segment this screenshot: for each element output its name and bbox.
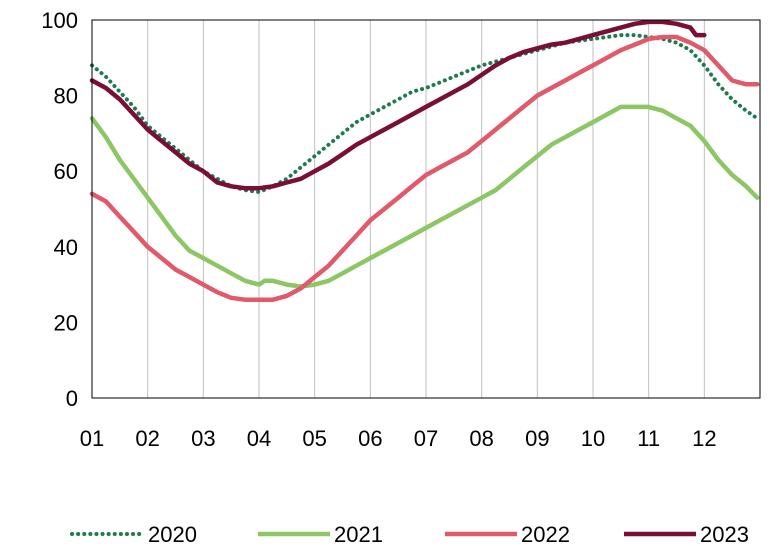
x-tick-label: 10 <box>581 426 605 451</box>
x-tick-label: 11 <box>637 426 660 451</box>
y-tick-label: 20 <box>54 310 78 335</box>
x-tick-label: 08 <box>469 426 493 451</box>
x-tick-label: 01 <box>80 426 104 451</box>
x-tick-label: 12 <box>692 426 716 451</box>
legend-label-2022: 2022 <box>521 522 570 546</box>
legend-label-2021: 2021 <box>334 522 383 546</box>
x-axis-tick-labels: 01 02 03 04 05 06 07 08 09 10 11 12 <box>80 426 717 451</box>
y-axis-tick-labels: 0 20 40 60 80 100 <box>41 8 78 411</box>
y-tick-label: 40 <box>54 235 78 260</box>
series-lines <box>92 22 757 300</box>
y-tick-label: 100 <box>41 8 78 33</box>
x-tick-label: 02 <box>135 426 159 451</box>
x-tick-label: 03 <box>191 426 215 451</box>
series-line-2021 <box>92 107 757 287</box>
legend-label-2023: 2023 <box>700 522 749 546</box>
x-tick-label: 04 <box>247 426 271 451</box>
y-tick-label: 80 <box>54 84 78 109</box>
series-line-2022 <box>92 37 757 300</box>
x-tick-label: 07 <box>414 426 438 451</box>
legend-label-2020: 2020 <box>148 522 197 546</box>
series-line-2020 <box>92 35 757 192</box>
x-tick-label: 05 <box>302 426 326 451</box>
legend: 2020 2021 2022 2023 <box>72 522 749 546</box>
series-line-2023 <box>92 22 704 188</box>
x-tick-label: 06 <box>358 426 382 451</box>
x-tick-label: 09 <box>525 426 549 451</box>
y-tick-label: 0 <box>66 386 78 411</box>
y-tick-label: 60 <box>54 159 78 184</box>
grid-lines <box>148 20 705 398</box>
